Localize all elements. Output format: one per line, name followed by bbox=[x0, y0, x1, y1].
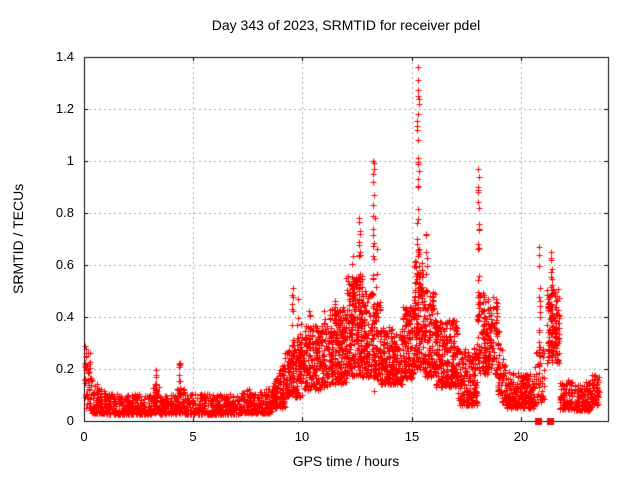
x-tick-label-10: 10 bbox=[294, 429, 310, 444]
x-tick-label-20: 20 bbox=[513, 429, 529, 444]
y-tick-label-0_2: 0.2 bbox=[55, 361, 74, 376]
y-axis-label: SRMTID / TECUs bbox=[10, 183, 26, 295]
y-tick-label-1_2: 1.2 bbox=[55, 101, 74, 116]
x-tick-label-0: 0 bbox=[80, 429, 88, 444]
x-axis-label: GPS time / hours bbox=[292, 453, 400, 469]
y-tick-label-0: 0 bbox=[66, 413, 74, 428]
chart-title: Day 343 of 2023, SRMTID for receiver pde… bbox=[211, 17, 481, 33]
y-tick-label-0_6: 0.6 bbox=[55, 257, 74, 272]
y-tick-label-1: 1 bbox=[66, 153, 74, 168]
x-tick-label-15: 15 bbox=[404, 429, 420, 444]
y-tick-label-0_8: 0.8 bbox=[55, 205, 74, 220]
y-tick-label-1_4: 1.4 bbox=[55, 49, 74, 64]
x-tick-label-5: 5 bbox=[189, 429, 197, 444]
y-tick-label-0_4: 0.4 bbox=[55, 309, 74, 324]
